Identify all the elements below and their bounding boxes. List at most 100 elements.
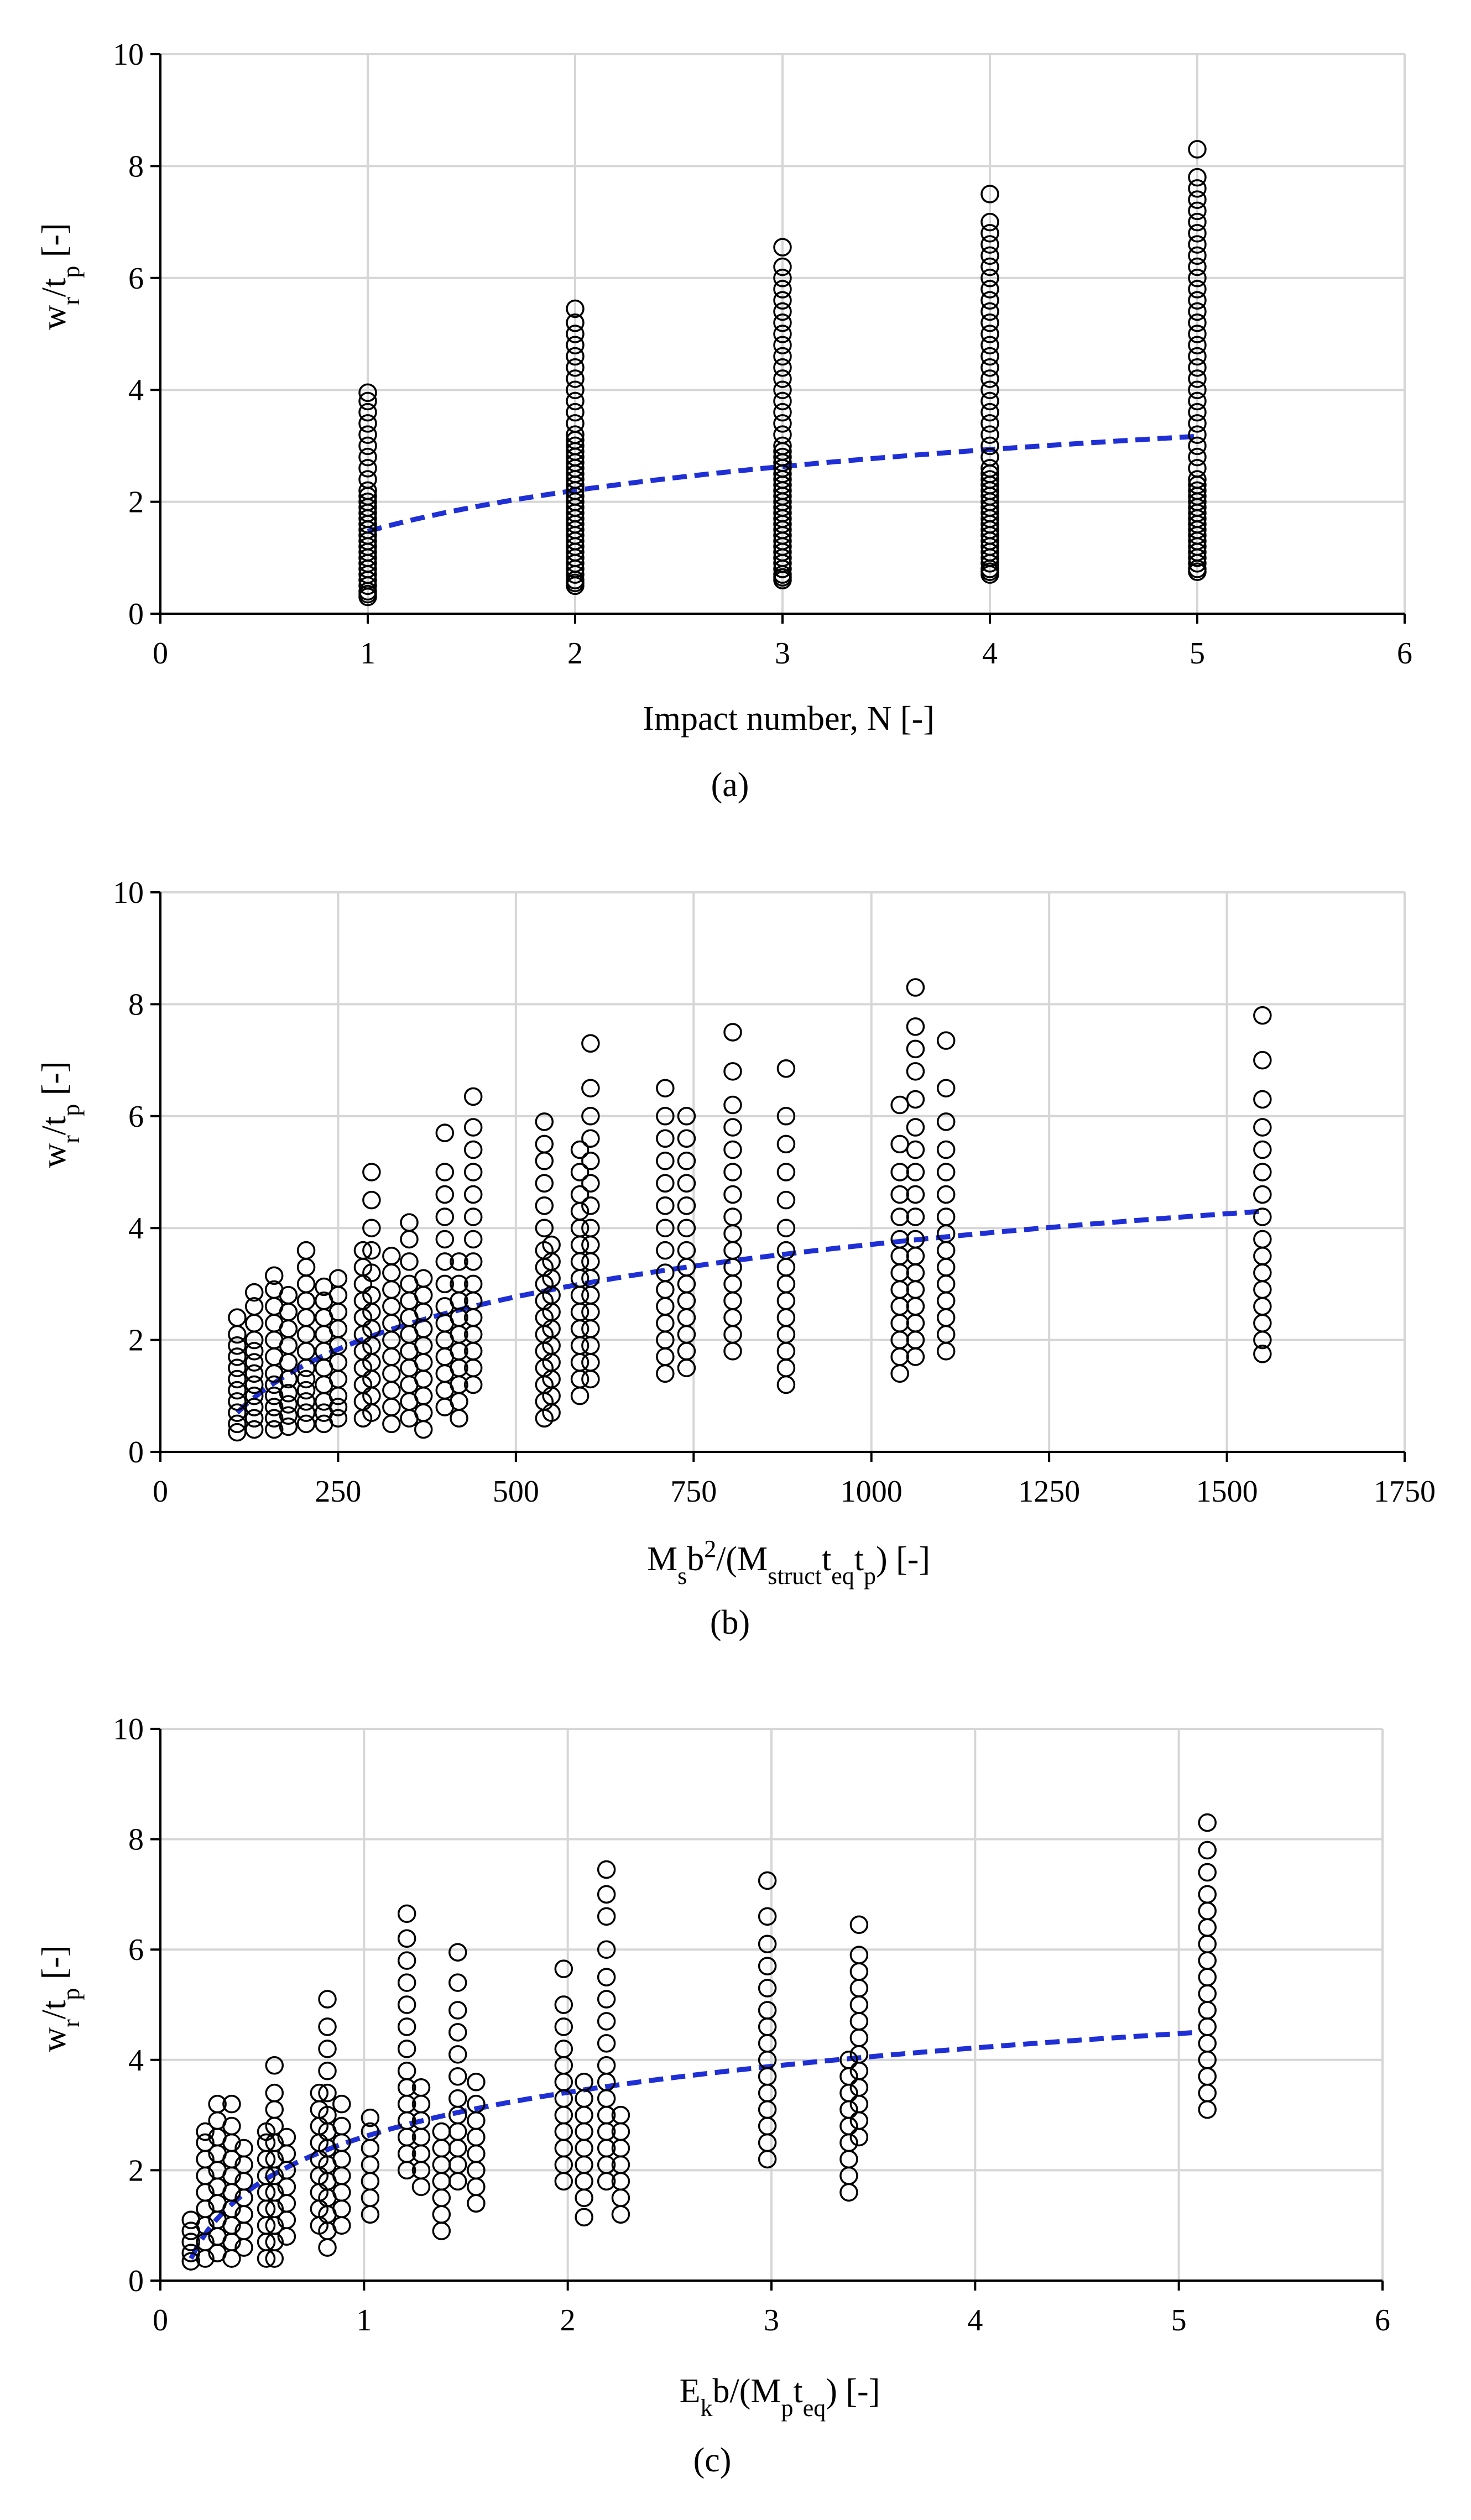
panel-b-data-point [581, 1196, 600, 1215]
panel-a-data-point [980, 425, 999, 444]
panel-c-data-point [849, 1962, 869, 1981]
panel-b-data-point [535, 1219, 554, 1237]
panel-b-data-point [435, 1252, 455, 1271]
panel-c-data-point [1198, 1813, 1217, 1832]
panel-c-data-point [554, 1959, 573, 1978]
panel-c-y-tick-label: 8 [128, 1823, 144, 1857]
panel-a-data-point [773, 425, 792, 444]
panel-c-grid [160, 1728, 1384, 2281]
panel-b-data-point [463, 1252, 483, 1271]
panel-a-data-point [1188, 302, 1207, 321]
panel-c-data-point [196, 2122, 215, 2141]
panel-c-data-point [758, 2150, 777, 2169]
panel-b-data-point [264, 1266, 284, 1285]
panel-b-data-point [890, 1314, 909, 1332]
panel-a-data-point [566, 299, 585, 318]
panel-a-data-point [980, 358, 999, 377]
panel-a-y-tick-label: 10 [113, 38, 144, 72]
panel-b-data-point [890, 1163, 909, 1181]
panel-b-data-point [723, 1140, 742, 1159]
panel-b-data-point [296, 1414, 316, 1434]
panel-a-data-point [980, 414, 999, 433]
panel-c-data-point [611, 2105, 630, 2125]
panel-b-data-point [936, 1292, 956, 1310]
panel-c-data-point [432, 2139, 451, 2158]
panel-b-fit-line [235, 1209, 1263, 1415]
panel-c-data-point [597, 1885, 616, 1904]
panel-b-data-point [936, 1112, 956, 1131]
panel-a-data-point [773, 336, 792, 354]
panel-a-data-point [1188, 325, 1207, 343]
panel-a-data-point [358, 425, 377, 444]
panel-b-data-point [279, 1353, 298, 1372]
panel-a-data-point [773, 402, 792, 422]
panel-b-data-point [382, 1381, 401, 1400]
panel-a-y-tick-label: 0 [128, 597, 144, 631]
panel-b-y-tick-label: 2 [128, 1324, 144, 1358]
panel-b-data-point [435, 1230, 455, 1249]
panel-b-data-point [362, 1241, 381, 1260]
panel-b-data-point [656, 1079, 675, 1097]
panel-a-data-point [358, 447, 377, 467]
panel-b-data-point [382, 1398, 401, 1416]
panel-b-x-label: Msb2/(Mstructteqtp) [-] [647, 1535, 930, 1590]
panel-c-data-point [448, 2023, 467, 2042]
panel-b-data-point [890, 1347, 909, 1366]
panel-c-data-point [611, 2205, 630, 2224]
panel-b-data-point [244, 1398, 264, 1416]
panel-c-data-point [467, 2111, 486, 2130]
panel-c-data-point [554, 2172, 573, 2191]
panel-b: 0 250 500 750 1000 1250 1500 1750 0 2 4 6 8 10 Msb2/… [35, 876, 1436, 1641]
panel-a-data-point [980, 257, 999, 276]
panel-a-data-point [1188, 369, 1207, 388]
panel-b-data-point [435, 1163, 455, 1181]
panel-c-data-point [467, 2072, 486, 2092]
panel-b-data-point [936, 1140, 956, 1159]
panel-a-data-point [980, 459, 999, 478]
panel-b-data-point [228, 1308, 247, 1327]
panel-b-x-tick-label: 0 [153, 1475, 168, 1509]
panel-b-data-point [414, 1319, 433, 1339]
panel-b-data-point [450, 1252, 468, 1271]
panel-b-grid [160, 891, 1406, 1452]
panel-c-data-point [361, 2108, 380, 2127]
panel-c-data-point [397, 1995, 416, 2014]
panel-b-data-point [776, 1342, 796, 1361]
panel-b-data-point [435, 1123, 455, 1142]
panel-c-data-point [849, 1995, 869, 2014]
panel-b-data-point [936, 1241, 956, 1260]
panel-b-data-point [296, 1308, 316, 1327]
panel-c-data-point [1198, 2067, 1217, 2086]
panel-c-data-point [758, 2034, 777, 2053]
panel-c-data-point [575, 2208, 593, 2226]
panel-a-data-point [773, 313, 792, 332]
panel-b-data-point [296, 1403, 316, 1422]
panel-b-data-point [414, 1403, 433, 1422]
panel-b-x-tick-label: 1750 [1374, 1475, 1436, 1509]
panel-b-data-point [581, 1319, 600, 1339]
panel-c-data-point [839, 2051, 858, 2069]
panel-b-data-point [353, 1274, 373, 1294]
panel-b-data-point [1253, 1090, 1272, 1109]
panel-b-data-point [463, 1274, 483, 1294]
panel-c-y-tick-label: 2 [128, 2153, 144, 2188]
panel-c-data-point [467, 2194, 486, 2213]
panel-b-data-point [244, 1353, 264, 1372]
panel-c-data-point [575, 2172, 593, 2191]
panel-c-data-point [332, 2150, 351, 2169]
panel-b-data-point [677, 1196, 696, 1215]
panel-a-data-point [980, 447, 999, 467]
panel-b-data-point [723, 1185, 742, 1204]
panel-b-y-tick-label: 6 [128, 1100, 144, 1134]
panel-a-data-point [1188, 201, 1207, 221]
panel-c-data-point [318, 2105, 337, 2125]
panel-a-x-tick-label: 6 [1397, 636, 1412, 671]
panel-a-data-point [1188, 391, 1207, 411]
panel-b-data-point [362, 1190, 381, 1210]
panel-a-data-point [773, 291, 792, 310]
panel-b-data-point [581, 1303, 600, 1321]
panel-a-data-point [566, 436, 585, 456]
panel-b-data-point [656, 1107, 675, 1126]
panel-b-data-point [776, 1258, 796, 1277]
panel-c-data-point [432, 2205, 451, 2224]
